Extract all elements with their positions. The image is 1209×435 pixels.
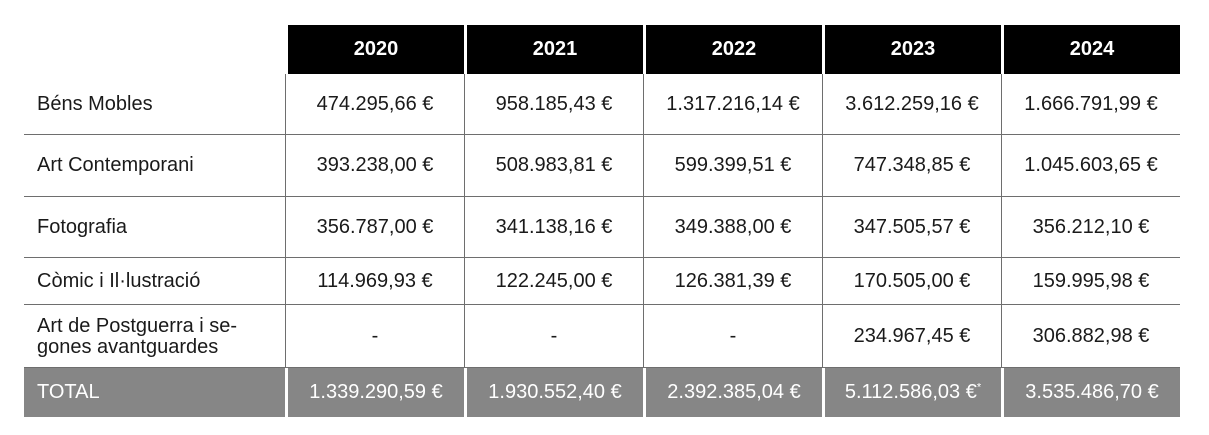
total-label: TOTAL bbox=[24, 368, 285, 417]
table-cell: 122.245,00 € bbox=[464, 258, 643, 305]
year-header: 2020 bbox=[285, 25, 464, 74]
table-cell: 170.505,00 € bbox=[822, 258, 1001, 305]
table-cell: - bbox=[643, 305, 822, 368]
table-cell: 349.388,00 € bbox=[643, 197, 822, 258]
table-cell: 393.238,00 € bbox=[285, 135, 464, 197]
total-cell: 2.392.385,04 € bbox=[643, 368, 822, 417]
header-corner bbox=[24, 25, 285, 74]
year-header: 2023 bbox=[822, 25, 1001, 74]
table-row: Fotografia 356.787,00 € 341.138,16 € 349… bbox=[24, 197, 1180, 258]
table-cell: 1.666.791,99 € bbox=[1001, 74, 1180, 135]
table-row: Art Contemporani 393.238,00 € 508.983,81… bbox=[24, 135, 1180, 197]
total-cell: 1.339.290,59 € bbox=[285, 368, 464, 417]
footnote-mark: * bbox=[976, 381, 982, 394]
table-cell: 599.399,51 € bbox=[643, 135, 822, 197]
table-row: Béns Mobles 474.295,66 € 958.185,43 € 1.… bbox=[24, 74, 1180, 135]
table-cell: 306.882,98 € bbox=[1001, 305, 1180, 368]
row-label: Art Contemporani bbox=[24, 135, 285, 197]
table-cell: 1.045.603,65 € bbox=[1001, 135, 1180, 197]
table-cell: 347.505,57 € bbox=[822, 197, 1001, 258]
table-cell: 341.138,16 € bbox=[464, 197, 643, 258]
table-row: Còmic i Il·lustració 114.969,93 € 122.24… bbox=[24, 258, 1180, 305]
table-cell: 958.185,43 € bbox=[464, 74, 643, 135]
table-row: Art de Postguerra i se-gones avantguarde… bbox=[24, 305, 1180, 368]
year-header: 2024 bbox=[1001, 25, 1180, 74]
table-cell: 234.967,45 € bbox=[822, 305, 1001, 368]
row-label-line: gones avantguardes bbox=[37, 336, 219, 358]
row-label: Còmic i Il·lustració bbox=[24, 258, 285, 305]
table-cell: - bbox=[285, 305, 464, 368]
total-cell: 1.930.552,40 € bbox=[464, 368, 643, 417]
total-cell: 5.112.586,03 €* bbox=[822, 368, 1001, 417]
header-row: 2020 2021 2022 2023 2024 bbox=[24, 25, 1180, 74]
total-cell: 3.535.486,70 € bbox=[1001, 368, 1180, 417]
total-row: TOTAL 1.339.290,59 € 1.930.552,40 € 2.39… bbox=[24, 368, 1180, 417]
table-cell: - bbox=[464, 305, 643, 368]
table-cell: 356.787,00 € bbox=[285, 197, 464, 258]
budget-table: 2020 2021 2022 2023 2024 Béns Mobles 474… bbox=[24, 25, 1180, 417]
table-cell: 356.212,10 € bbox=[1001, 197, 1180, 258]
table-cell: 126.381,39 € bbox=[643, 258, 822, 305]
table-cell: 747.348,85 € bbox=[822, 135, 1001, 197]
row-label: Art de Postguerra i se-gones avantguarde… bbox=[24, 305, 285, 368]
year-header: 2021 bbox=[464, 25, 643, 74]
table-cell: 114.969,93 € bbox=[285, 258, 464, 305]
table-cell: 474.295,66 € bbox=[285, 74, 464, 135]
year-header: 2022 bbox=[643, 25, 822, 74]
row-label: Fotografia bbox=[24, 197, 285, 258]
table-cell: 1.317.216,14 € bbox=[643, 74, 822, 135]
table-cell: 159.995,98 € bbox=[1001, 258, 1180, 305]
table-cell: 3.612.259,16 € bbox=[822, 74, 1001, 135]
total-value: 5.112.586,03 € bbox=[844, 381, 977, 403]
table-cell: 508.983,81 € bbox=[464, 135, 643, 197]
row-label-line: Art de Postguerra i se- bbox=[37, 315, 238, 337]
row-label: Béns Mobles bbox=[24, 74, 285, 135]
